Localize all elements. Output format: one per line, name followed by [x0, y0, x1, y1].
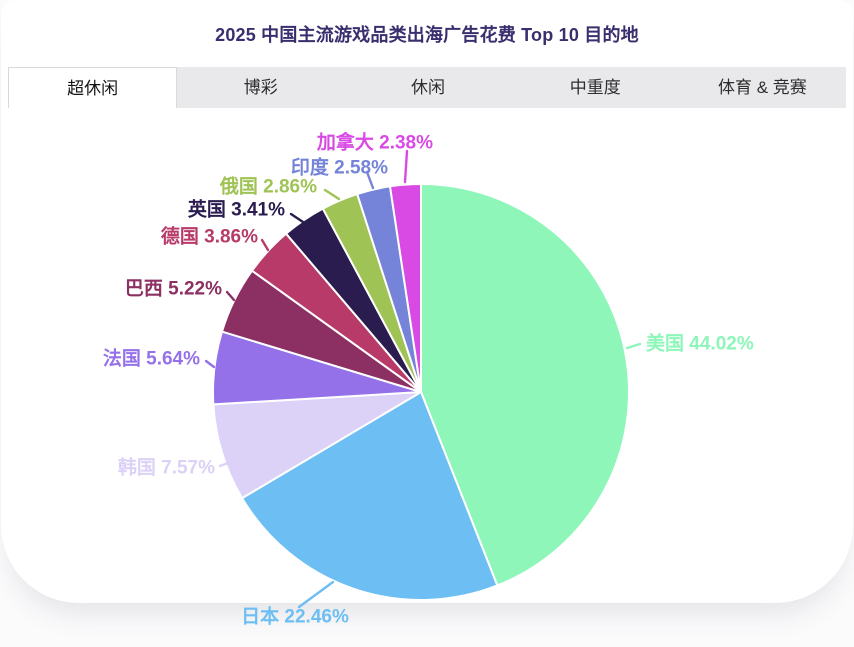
label-leader-germany [260, 238, 270, 252]
label-leader-usa [625, 342, 642, 350]
pie-chart: 美国 44.02% 日本 22.46% 韩国 7.57% 法国 5.64% 巴西 5.2… [103, 131, 754, 628]
pie-label-brazil: 巴西 5.22% [125, 279, 222, 300]
pie-label-india: 印度 2.58% [291, 156, 388, 179]
page-title: 2025 中国主流游戏品类出海广告花费 Top 10 目的地 [215, 25, 639, 45]
pie-label-russia: 俄国 2.86% [219, 175, 317, 198]
tab-hyper-casual[interactable]: 超休闲 [8, 67, 178, 108]
tab-sports-racing[interactable]: 体育 & 竞赛 [679, 67, 846, 108]
label-leader-japan [297, 580, 335, 609]
label-leader-uk [289, 212, 305, 224]
tab-mid-hardcore[interactable]: 中重度 [512, 67, 679, 108]
pie-slice-usa[interactable] [420, 183, 630, 587]
label-leader-france [204, 359, 216, 369]
pie-slice-japan[interactable] [241, 391, 499, 601]
tab-casino[interactable]: 博彩 [177, 67, 344, 108]
label-leader-india [365, 170, 375, 190]
pie-label-uk: 英国 3.41% [188, 198, 285, 221]
label-leader-russia [323, 188, 341, 201]
pie-label-germany: 德国 3.86% [161, 225, 258, 248]
tab-casual[interactable]: 休闲 [344, 67, 511, 108]
pie-label-south-korea: 韩国 7.57% [118, 456, 215, 479]
pie-label-japan: 日本 22.46% [241, 605, 349, 628]
label-leader-brazil [225, 290, 236, 302]
pie-label-usa: 美国 44.02% [646, 332, 754, 355]
pie-label-france: 法国 5.64% [103, 347, 200, 370]
tab-bar: 超休闲 博彩 休闲 中重度 体育 & 竞赛 [8, 67, 846, 108]
pie-label-canada: 加拿大 2.38% [316, 131, 433, 154]
label-leader-canada [403, 149, 409, 184]
pie-slice-south-korea[interactable] [212, 391, 422, 500]
pie-slice-canada[interactable] [389, 183, 422, 393]
label-leader-south-korea [218, 461, 230, 468]
